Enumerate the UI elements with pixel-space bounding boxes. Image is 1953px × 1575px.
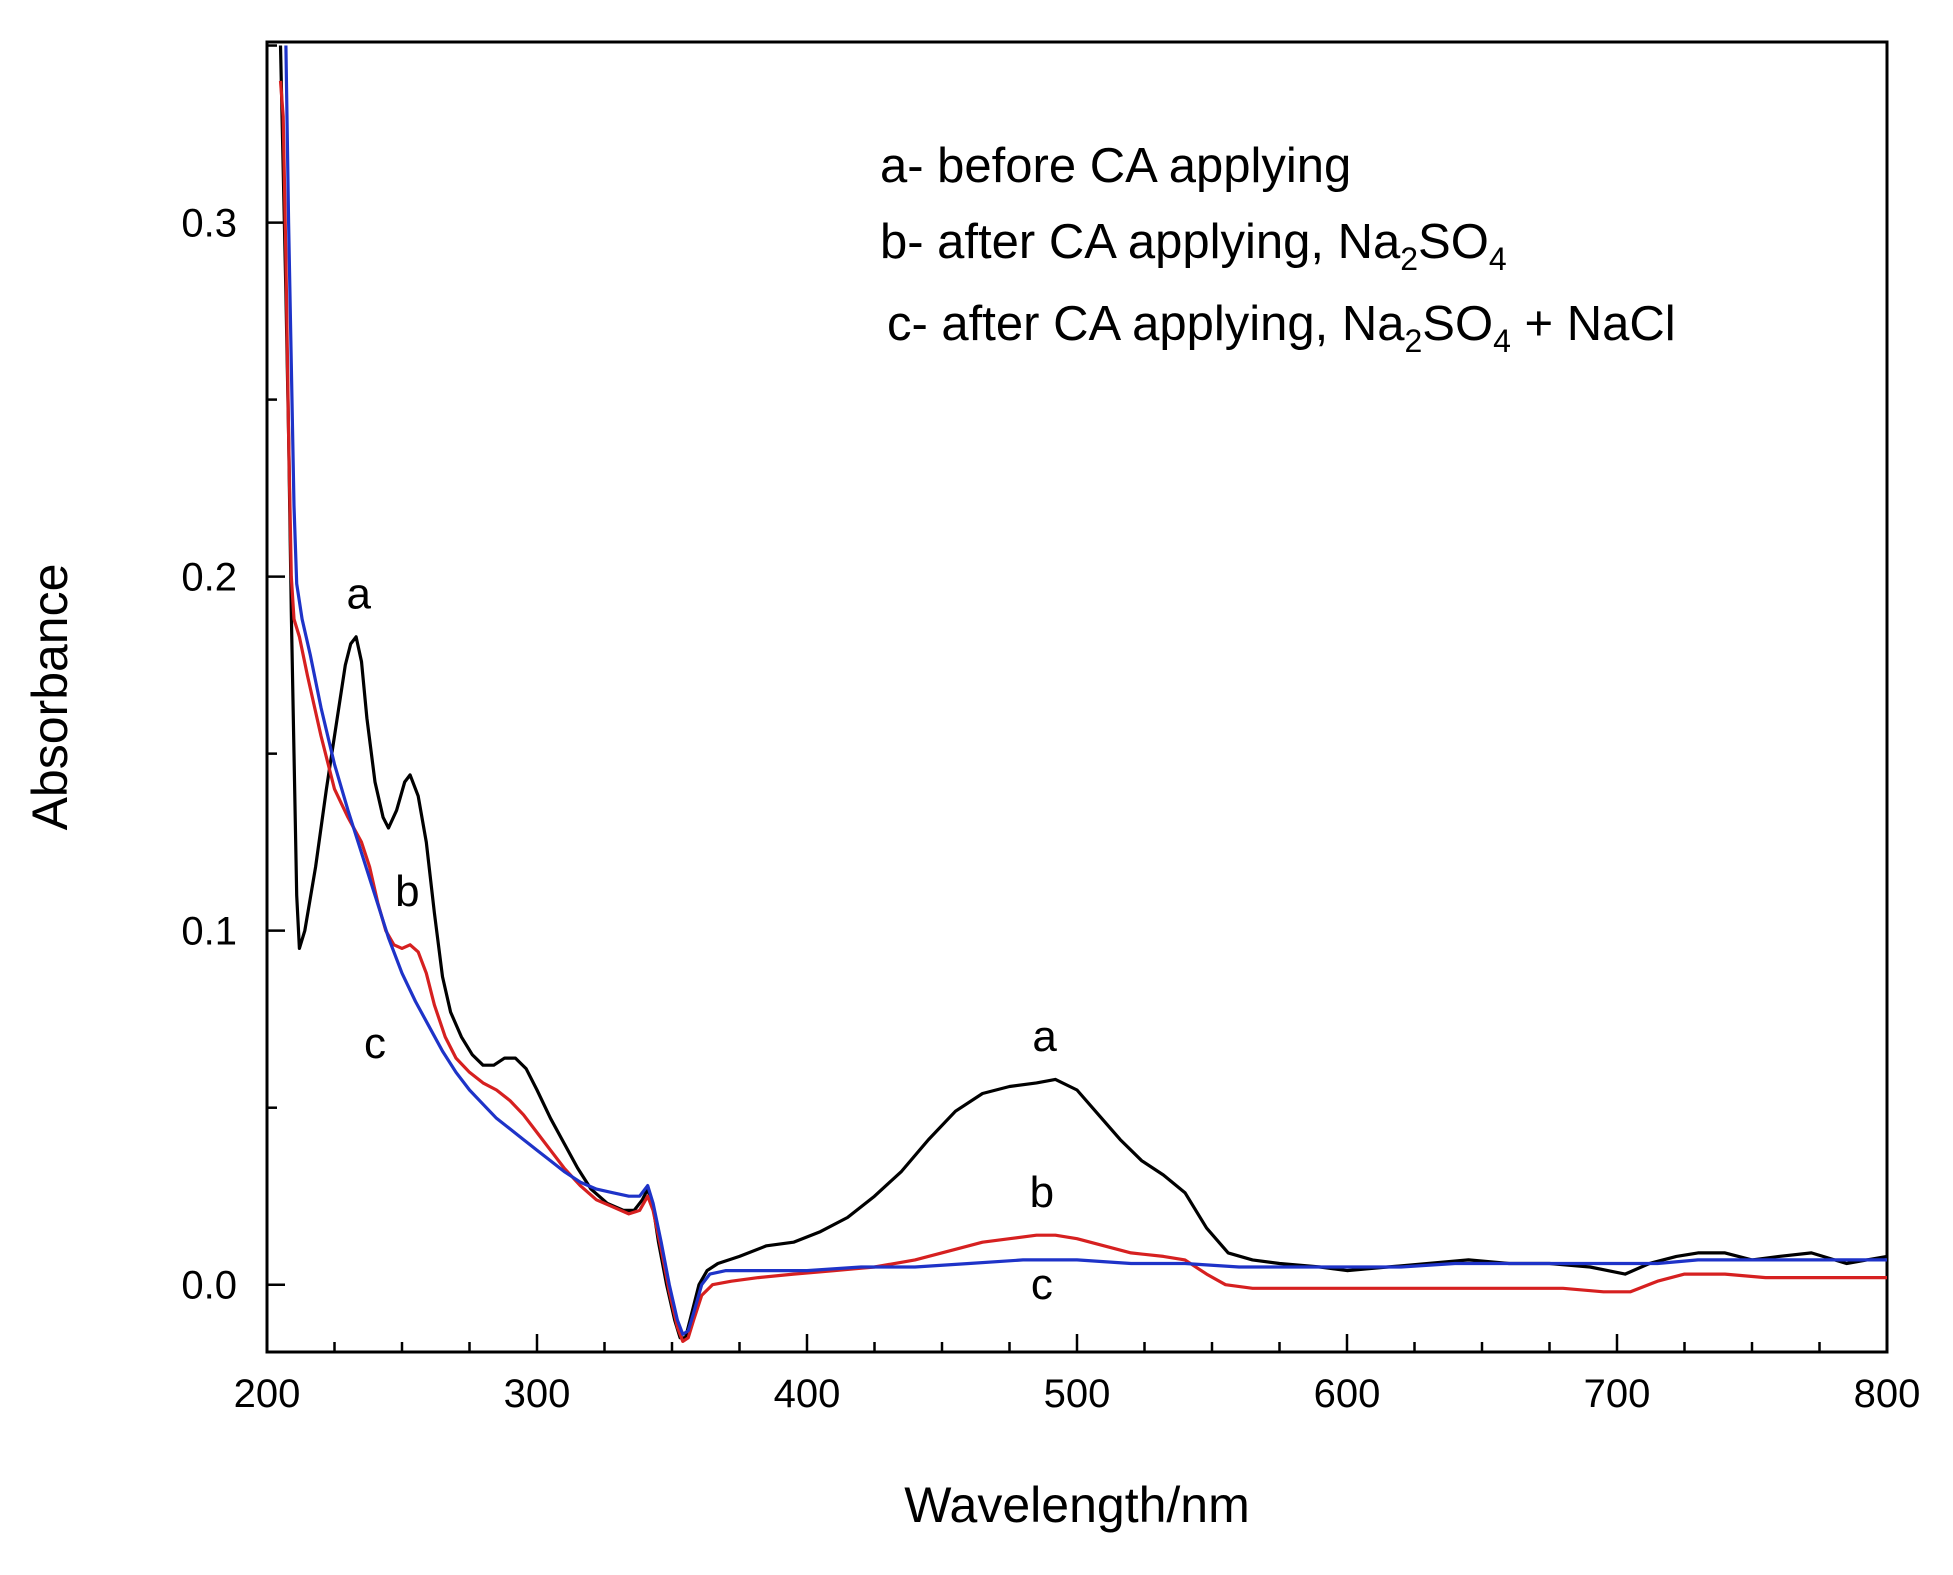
y-tick-label: 0.0 <box>181 1264 237 1308</box>
x-tick-label: 300 <box>504 1372 571 1416</box>
x-tick-label: 200 <box>234 1372 301 1416</box>
y-axis-title: Absorbance <box>22 564 78 831</box>
legend: a- before CA applying b- after CA applyin… <box>880 139 1676 359</box>
x-tick-label: 700 <box>1584 1372 1651 1416</box>
y-tick-labels: 0.0 0.1 0.2 0.3 <box>181 202 237 1308</box>
legend-entry-c: c- after CA applying, Na2SO4 + NaCl <box>887 297 1676 359</box>
x-tick-labels: 200 300 400 500 600 700 800 <box>234 1372 1921 1416</box>
x-tick-label: 600 <box>1314 1372 1381 1416</box>
y-tick-label: 0.2 <box>181 556 237 600</box>
y-tick-label: 0.3 <box>181 202 237 246</box>
series-line-c <box>284 45 1887 1336</box>
legend-entry-b: b- after CA applying, Na2SO4 <box>880 215 1507 277</box>
x-tick-label: 400 <box>774 1372 841 1416</box>
axis-ticks <box>265 44 1889 1352</box>
curve-label-c: c <box>364 1019 386 1068</box>
x-axis-title: Wavelength/nm <box>904 1477 1250 1533</box>
series-line-b <box>278 80 1887 1343</box>
curve-label-c: c <box>1031 1260 1053 1309</box>
x-tick-label: 500 <box>1044 1372 1111 1416</box>
y-tick-label: 0.1 <box>181 910 237 954</box>
x-tick-label: 800 <box>1854 1372 1921 1416</box>
curve-label-a: a <box>1032 1012 1057 1061</box>
legend-entry-a: a- before CA applying <box>880 139 1351 193</box>
curve-label-a: a <box>347 569 372 618</box>
curve-label-b: b <box>1030 1168 1054 1217</box>
curve-labels: abc abc <box>347 569 1058 1308</box>
series-lines <box>278 45 1887 1343</box>
curve-label-b: b <box>395 867 419 916</box>
